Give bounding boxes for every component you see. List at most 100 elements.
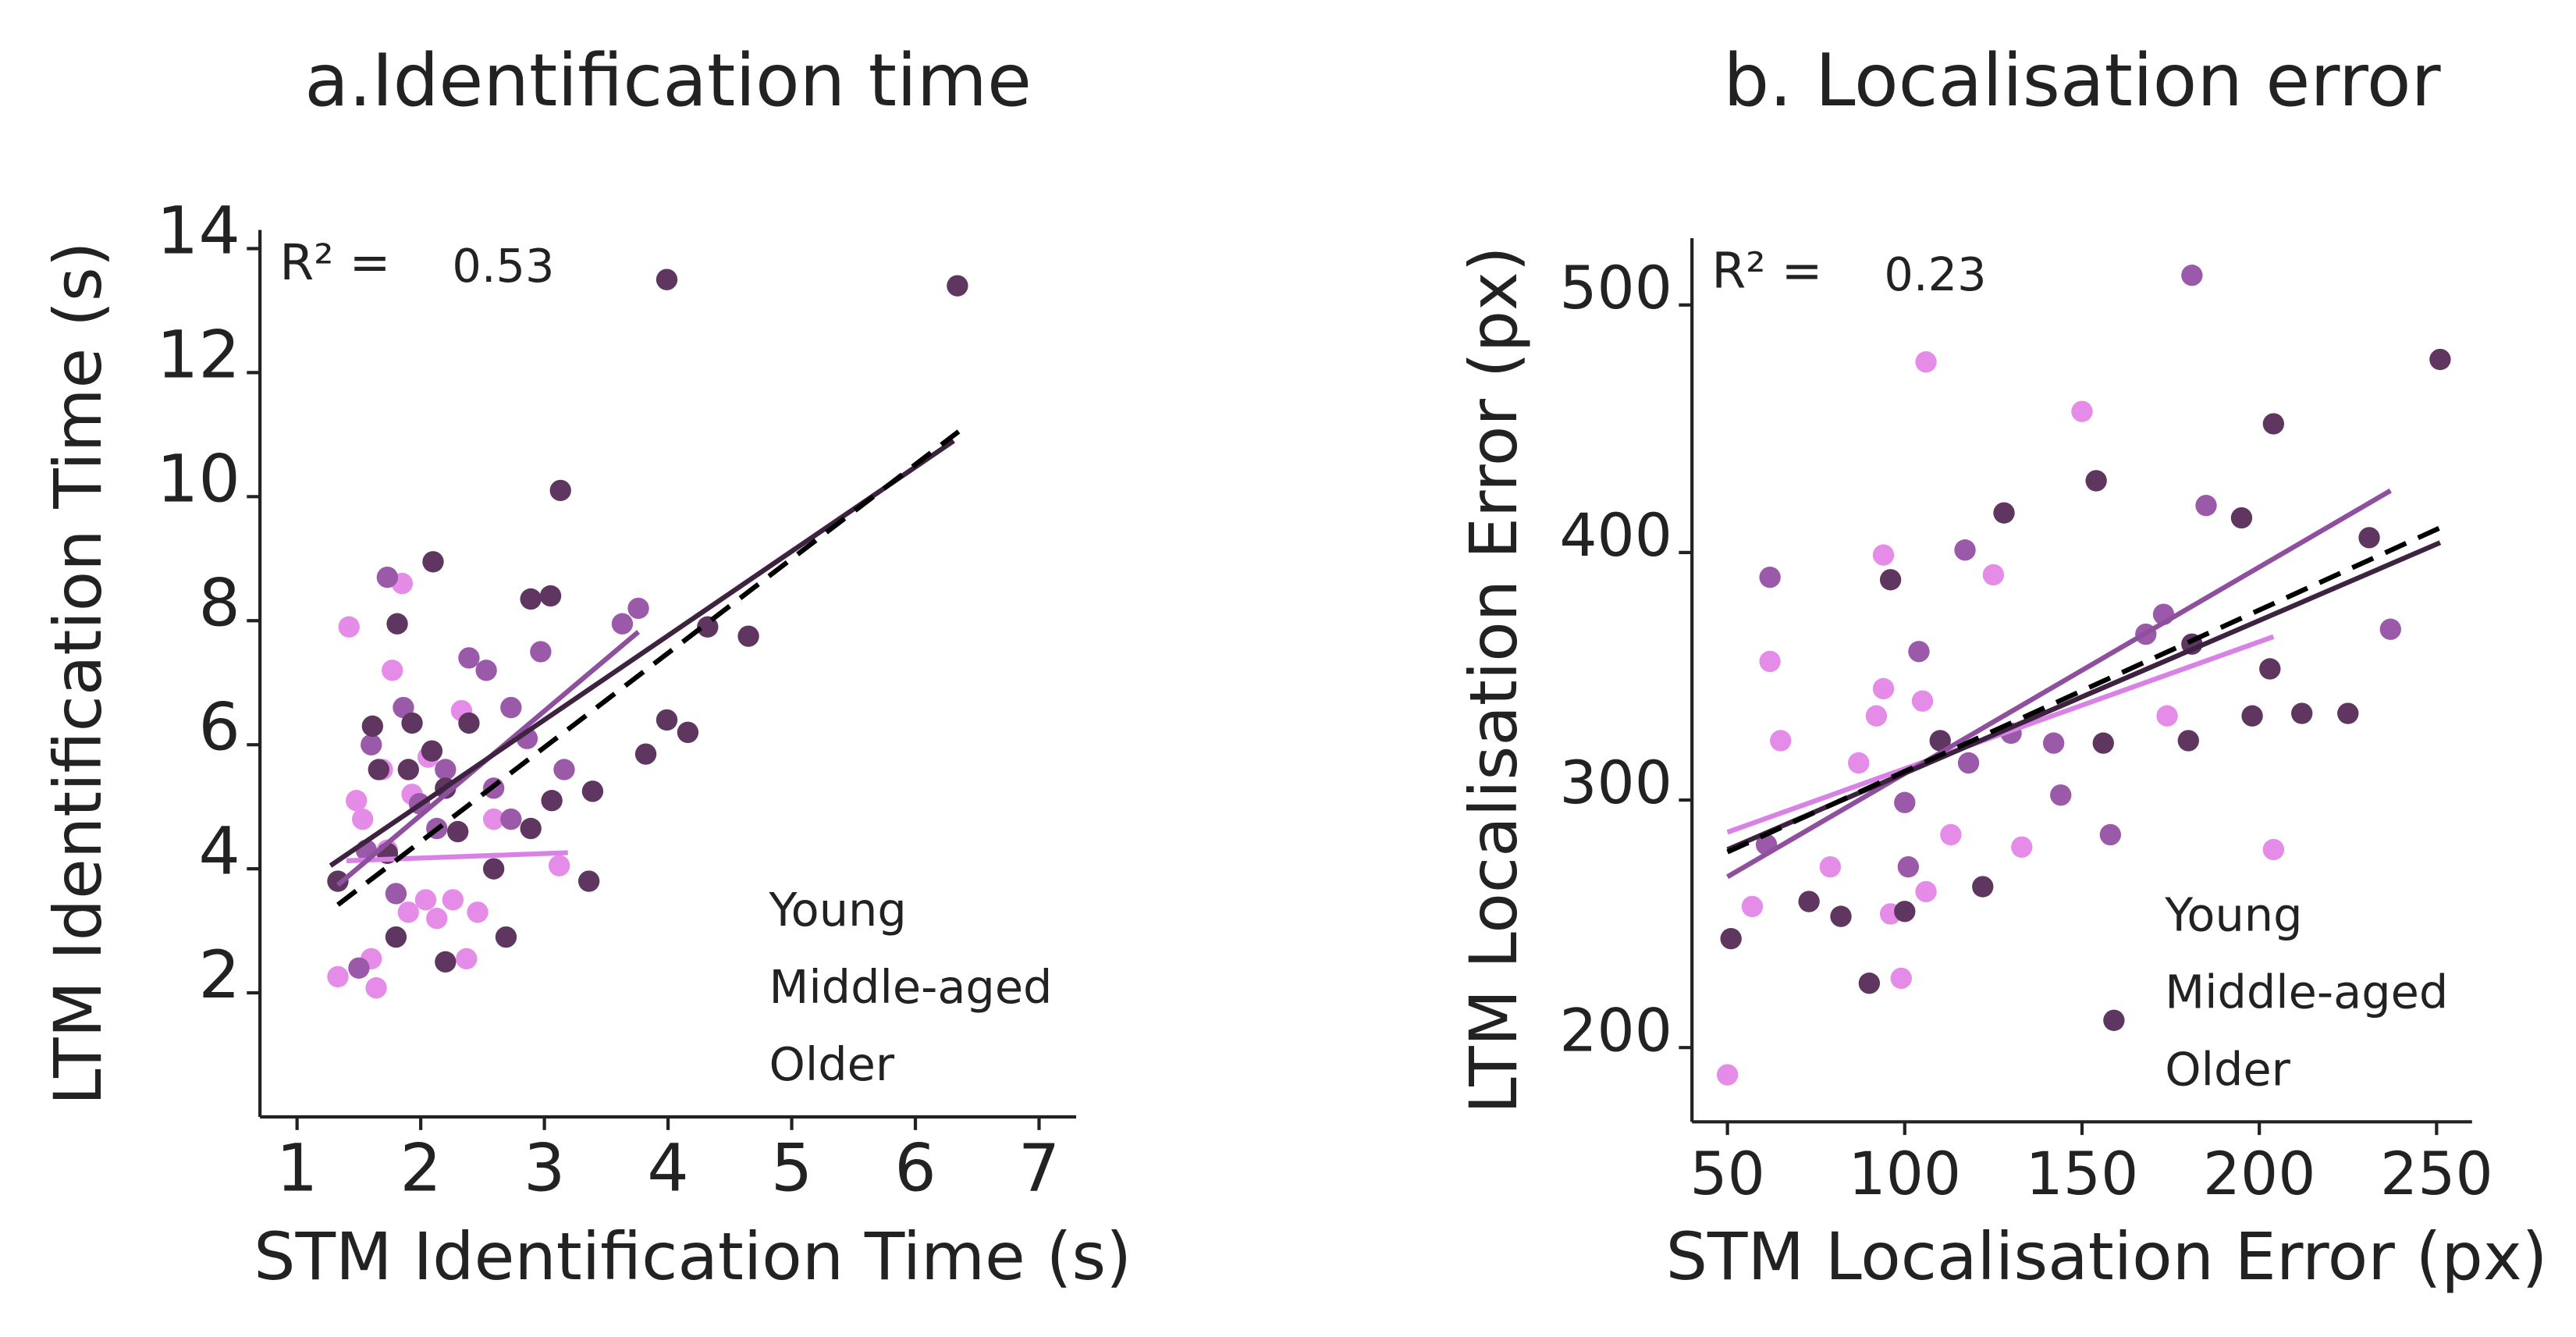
- point: [1929, 730, 1951, 752]
- point: [2042, 732, 2065, 754]
- point: [346, 790, 368, 812]
- x-tick-label: 1: [276, 1130, 318, 1207]
- x-tick-label: 7: [1018, 1130, 1061, 1207]
- point: [2011, 836, 2033, 858]
- y-tick-label: 4: [198, 813, 240, 889]
- legend-entry: Middle-aged: [769, 960, 1053, 1014]
- x-tick-label: 4: [647, 1130, 689, 1207]
- point: [435, 951, 457, 973]
- point: [327, 965, 349, 988]
- x-tick-label: 2: [400, 1130, 442, 1207]
- y-tick-label: 10: [157, 440, 240, 517]
- point: [1830, 905, 1852, 927]
- chart-title: b. Localisation error: [1723, 38, 2441, 123]
- point: [385, 926, 407, 948]
- point: [2337, 702, 2359, 724]
- point: [421, 740, 443, 762]
- point: [2379, 618, 2401, 640]
- point: [2230, 507, 2253, 529]
- point: [539, 585, 562, 607]
- point: [361, 715, 384, 738]
- chart-title: a.Identification time: [304, 38, 1032, 123]
- point: [482, 808, 505, 830]
- point: [435, 759, 457, 781]
- point: [520, 588, 542, 610]
- point: [520, 817, 542, 840]
- y-tick-label: 2: [198, 937, 240, 1013]
- legend-entry: Young: [769, 883, 907, 937]
- point: [2291, 702, 2313, 724]
- point: [467, 901, 489, 923]
- y-axis-label: LTM Identification Time (s): [40, 241, 116, 1105]
- point: [2195, 494, 2217, 517]
- y-tick-label: 300: [1559, 749, 1672, 817]
- point: [947, 275, 968, 297]
- fit-line: [346, 850, 568, 863]
- point: [656, 268, 678, 290]
- point: [1872, 677, 1895, 700]
- point: [2262, 838, 2285, 861]
- y-axis-label: LTM Localisation Error (px): [1455, 246, 1532, 1114]
- point: [458, 712, 480, 734]
- point: [1972, 876, 1994, 898]
- y-tick-label: 500: [1559, 254, 1672, 322]
- point: [2071, 400, 2093, 422]
- y-tick-label: 400: [1559, 501, 1672, 570]
- point: [397, 759, 419, 781]
- point: [327, 870, 349, 892]
- fit-line: [1726, 525, 2442, 855]
- point: [482, 858, 505, 880]
- fit-line: [1726, 488, 2392, 880]
- point: [2050, 784, 2072, 806]
- point: [1911, 690, 1934, 712]
- point: [500, 696, 522, 719]
- point: [447, 820, 469, 843]
- point: [737, 625, 759, 647]
- point: [2085, 470, 2107, 492]
- point: [1819, 855, 1842, 878]
- point: [1759, 566, 1781, 588]
- point: [2156, 705, 2178, 727]
- point: [656, 709, 678, 731]
- x-tick-label: 200: [2203, 1140, 2316, 1208]
- point: [1894, 901, 1916, 923]
- point: [553, 759, 575, 781]
- point: [386, 613, 408, 635]
- point: [397, 901, 419, 923]
- point: [338, 616, 360, 638]
- x-axis-label: STM Identification Time (s): [254, 1218, 1132, 1295]
- point: [2429, 348, 2451, 371]
- point: [1848, 752, 1870, 774]
- point: [376, 566, 399, 588]
- point: [1716, 1064, 1739, 1086]
- point: [1954, 539, 1976, 561]
- x-tick-label: 6: [894, 1130, 936, 1207]
- x-tick-label: 3: [524, 1130, 566, 1207]
- panel: a.Identification time STM Identification …: [40, 38, 1132, 1295]
- point: [1908, 641, 1930, 663]
- x-tick-label: 5: [771, 1130, 813, 1207]
- point: [401, 712, 423, 734]
- point: [2358, 527, 2380, 549]
- legend-entry: Young: [2164, 887, 2302, 941]
- point: [500, 808, 522, 830]
- point: [495, 926, 517, 948]
- point: [577, 870, 600, 892]
- point: [1865, 705, 1888, 727]
- point: [1897, 855, 1920, 878]
- point: [1957, 752, 1980, 774]
- legend-entry: Older: [2165, 1042, 2290, 1096]
- y-tick-label: 12: [157, 317, 240, 393]
- point: [2103, 1009, 2125, 1031]
- point: [1770, 730, 1792, 752]
- fit-line: [336, 429, 961, 907]
- point: [1720, 927, 1742, 950]
- x-tick-label: 150: [2026, 1140, 2139, 1208]
- point: [1982, 564, 2005, 586]
- point: [422, 551, 444, 573]
- legend-entry: Older: [769, 1037, 895, 1091]
- annotation: R² =: [1711, 242, 1822, 300]
- point: [458, 647, 480, 669]
- point: [361, 734, 382, 756]
